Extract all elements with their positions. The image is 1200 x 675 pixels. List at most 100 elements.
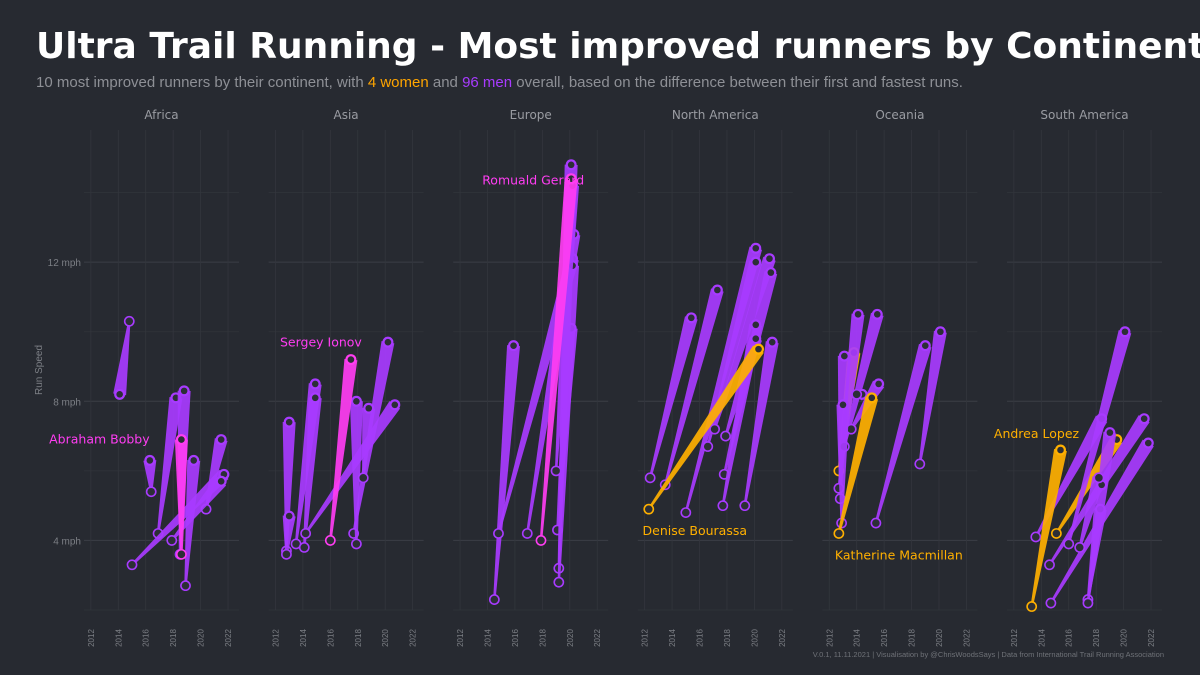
first-run-point — [493, 528, 504, 539]
y-tick-label: 4 mph — [53, 536, 81, 547]
first-run-point — [1044, 559, 1055, 571]
x-tick-label: 2012 — [1010, 629, 1019, 647]
panel-title: South America — [1040, 108, 1128, 122]
fastest-run-marker — [841, 352, 848, 360]
runner-line — [303, 397, 322, 548]
fastest-run-marker — [767, 269, 775, 276]
first-run-point — [145, 486, 157, 498]
first-run-point — [680, 507, 692, 519]
fastest-run-marker — [921, 342, 929, 349]
runner-line — [170, 477, 227, 542]
fastest-run-marker — [567, 175, 575, 182]
x-tick-label: 2018 — [723, 629, 732, 647]
panel-north-america: North America 2012 2014 2016 2018 2020 2022 Den… — [637, 108, 793, 647]
x-tick-label: 2018 — [908, 629, 917, 647]
first-run-point — [535, 535, 547, 546]
x-tick-label: 2022 — [409, 629, 418, 647]
fastest-run-marker — [766, 255, 773, 262]
runner-line — [836, 404, 850, 524]
panel-title: North America — [672, 108, 759, 122]
x-tick-label: 2014 — [114, 629, 123, 647]
x-tick-label: 2012 — [641, 629, 650, 647]
first-run-point — [350, 538, 362, 550]
fastest-run-marker — [384, 338, 392, 346]
runner-line — [721, 323, 763, 506]
footer-credits: V.0.1, 11.11.2021 | Visualisation by @Ch… — [812, 650, 1164, 659]
x-tick-label: 2020 — [935, 629, 944, 647]
x-tick-label: 2020 — [566, 629, 575, 647]
subtitle-text-start: 10 most improved runners by their contin… — [36, 74, 368, 91]
fastest-run-marker — [510, 342, 517, 349]
runner-line — [743, 341, 779, 506]
runner-line — [174, 439, 188, 555]
x-tick-label: 2020 — [750, 629, 759, 647]
panel-south-america: South America 2012 2014 2016 2018 2020 2022 And… — [994, 108, 1162, 647]
first-run-point — [281, 548, 292, 560]
highlight-label: Katherine Macmillan — [835, 547, 963, 562]
fastest-run-marker — [567, 161, 575, 169]
runner-line — [554, 185, 580, 471]
first-run-point — [175, 548, 187, 560]
x-tick-label: 2012 — [456, 629, 465, 647]
first-run-point — [709, 423, 721, 435]
panel-africa: Africa 2012 2014 2016 2018 2020 2022 Abraham Bo… — [49, 108, 239, 647]
chart-subtitle: 10 most improved runners by their contin… — [36, 74, 963, 91]
first-run-point — [1082, 597, 1094, 609]
y-axis-label: Run Speed — [34, 345, 45, 395]
fastest-run-marker — [854, 311, 862, 318]
highlight-label: Romuald Gerard — [482, 173, 584, 188]
first-run-point — [644, 472, 656, 484]
runner-line — [1030, 448, 1067, 607]
first-run-point — [717, 500, 729, 512]
panel-title: Asia — [334, 108, 359, 122]
fastest-run-marker — [347, 356, 355, 363]
first-run-point — [553, 576, 565, 588]
first-run-point — [914, 458, 926, 470]
first-run-point — [180, 580, 191, 592]
runner-line — [557, 265, 580, 583]
fastest-run-marker — [839, 401, 847, 409]
men-count: 96 men — [462, 74, 513, 91]
fastest-run-marker — [1121, 328, 1129, 336]
panel-title: Europe — [510, 108, 552, 122]
fastest-run-marker — [190, 457, 198, 464]
fastest-run-marker — [217, 478, 225, 485]
first-run-point — [1074, 541, 1086, 553]
first-run-point — [720, 430, 731, 442]
runner-line — [648, 316, 698, 479]
runner-line — [156, 396, 183, 534]
first-run-point — [833, 528, 845, 539]
highlight-label: Andrea Lopez — [994, 426, 1080, 441]
fastest-run-marker — [1057, 446, 1064, 454]
x-tick-label: 2012 — [271, 629, 280, 647]
first-run-point — [851, 388, 863, 400]
first-run-point — [1063, 538, 1075, 550]
fastest-run-marker — [875, 380, 882, 388]
x-tick-label: 2014 — [668, 629, 677, 647]
x-tick-label: 2022 — [962, 629, 971, 647]
fastest-run-marker — [285, 418, 293, 426]
runner-line — [1067, 330, 1132, 545]
first-run-point — [1030, 531, 1042, 543]
runner-line — [539, 178, 578, 541]
first-run-point — [739, 500, 751, 512]
x-tick-label: 2012 — [825, 629, 834, 647]
x-tick-label: 2020 — [197, 629, 206, 647]
x-tick-label: 2022 — [224, 629, 233, 647]
subtitle-text-end: overall, based on the difference between… — [512, 74, 963, 91]
x-tick-label: 2014 — [853, 629, 862, 647]
x-tick-label: 2018 — [538, 629, 547, 647]
highlight-label: Abraham Bobby — [49, 432, 150, 447]
x-tick-label: 2022 — [593, 629, 602, 647]
fastest-run-marker — [752, 258, 760, 266]
first-run-point — [357, 472, 369, 484]
subtitle-text-middle: and — [428, 74, 463, 91]
x-tick-label: 2020 — [381, 629, 390, 647]
first-run-point — [1093, 472, 1105, 484]
first-run-point — [521, 528, 533, 539]
panel-asia: Asia 2012 2014 2016 2018 2020 2022 Sergey Ionov — [268, 108, 424, 647]
fastest-run-marker — [146, 457, 154, 464]
x-tick-label: 2016 — [1065, 629, 1074, 647]
first-run-point — [123, 315, 135, 327]
runner-line — [143, 460, 157, 492]
